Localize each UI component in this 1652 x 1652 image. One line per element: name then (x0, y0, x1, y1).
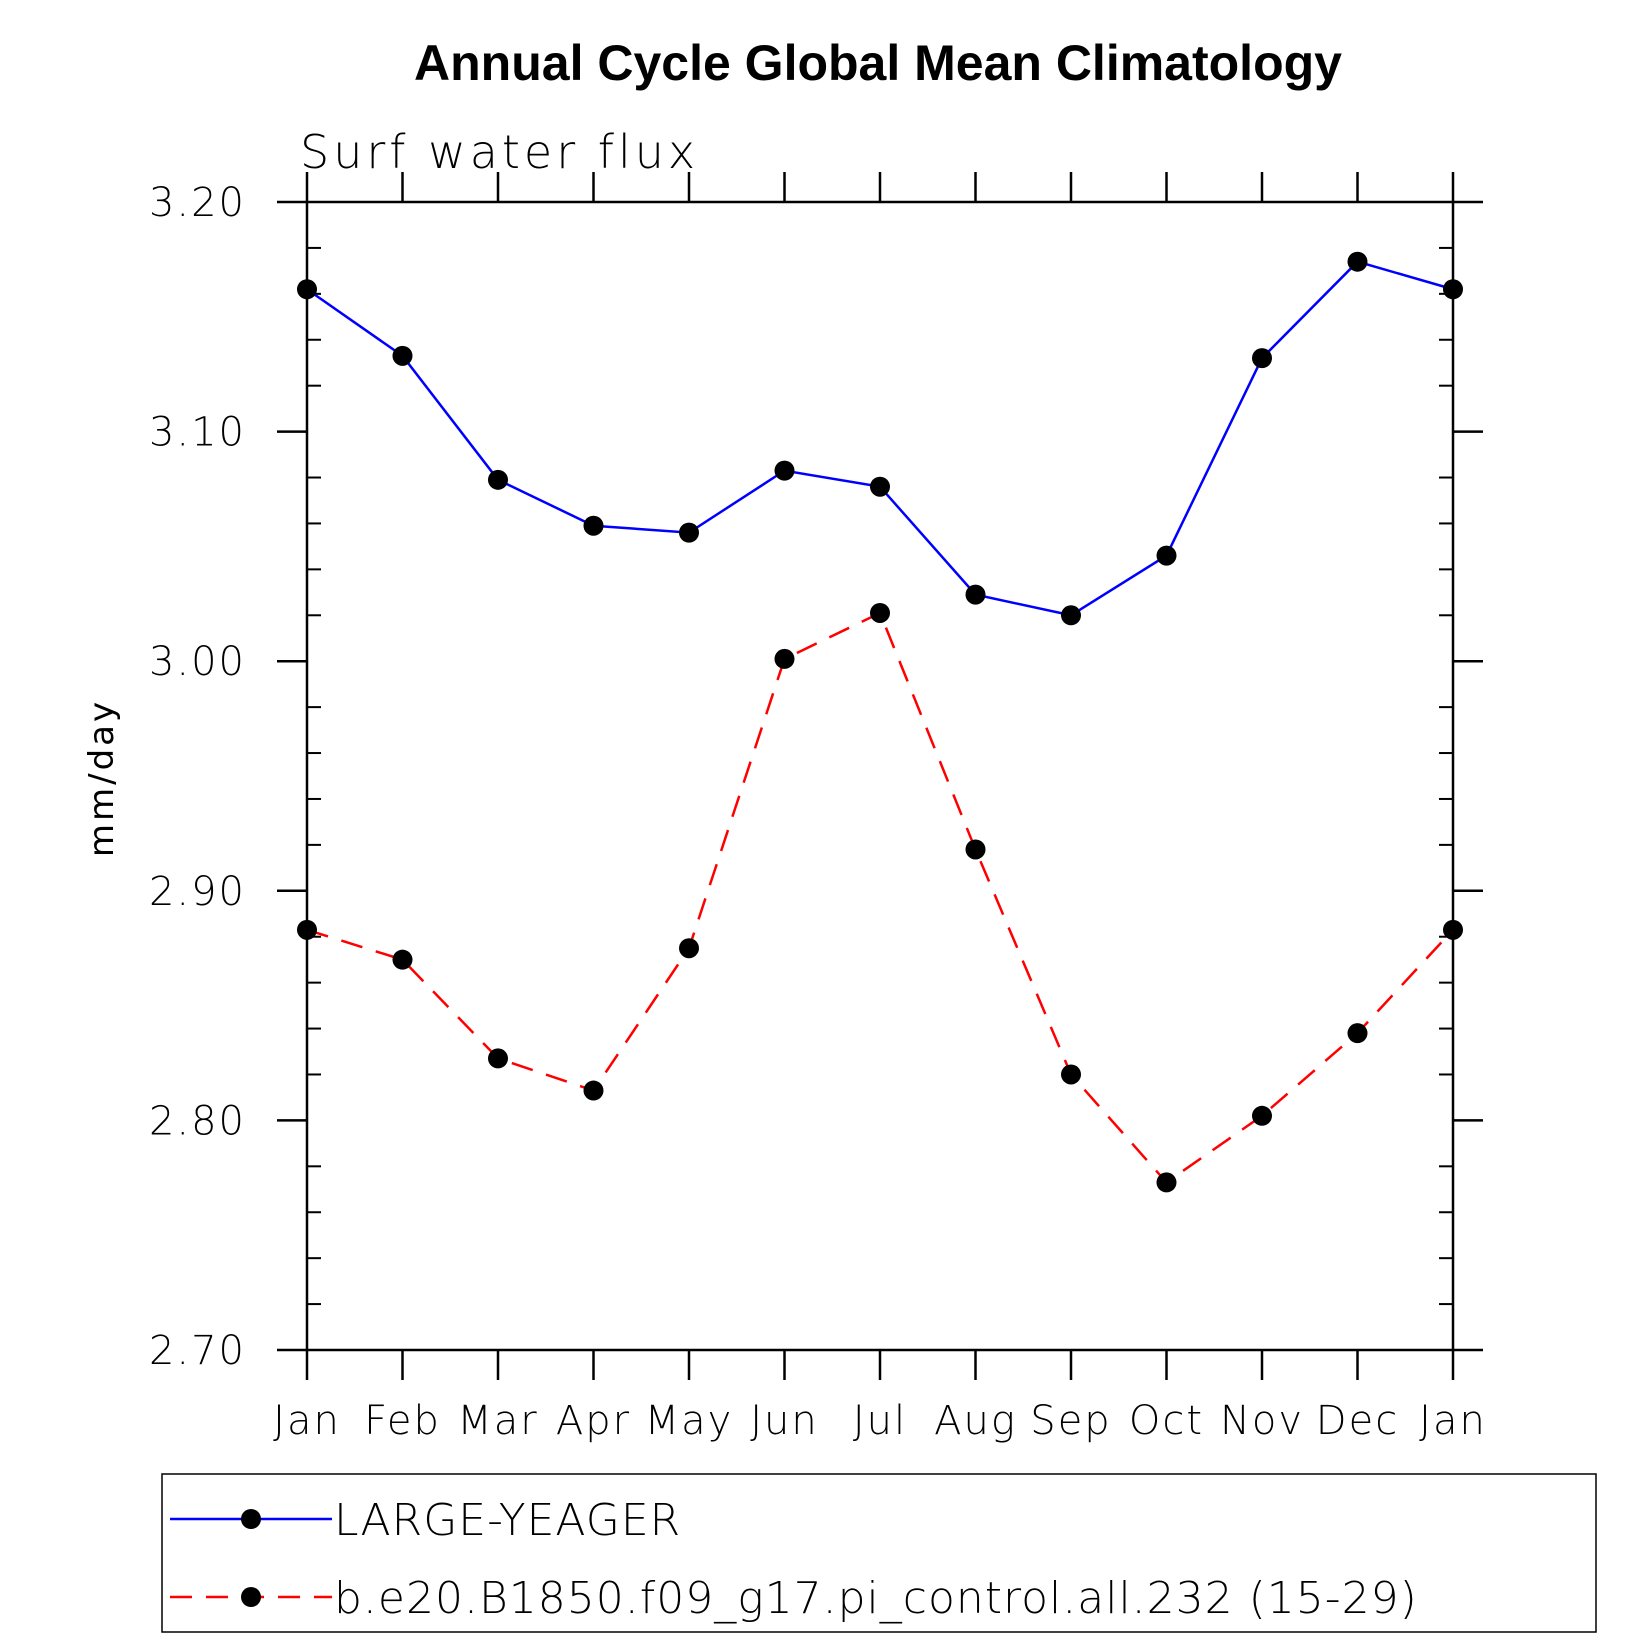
y-tick-label: 2.70 (149, 1328, 246, 1374)
series-0-point (870, 476, 890, 497)
series-1-point (1443, 919, 1463, 940)
series-0-point (679, 522, 699, 543)
series-1-point (1156, 1172, 1177, 1193)
series-1-point (1252, 1105, 1272, 1126)
series-0-point (392, 345, 413, 366)
x-tick-label: Aug (934, 1398, 1017, 1444)
x-tick-label: Jan (273, 1398, 341, 1444)
x-tick-label: Dec (1316, 1398, 1399, 1444)
legend-label-0: LARGE-YEAGER (334, 1495, 681, 1546)
legend-label-1: b.e20.B1850.f09_g17.pi_control.all.232 (… (334, 1573, 1418, 1624)
series-0-point (583, 515, 604, 536)
axes-frame: 2.70 2.80 2.90 3.00 3.10 3.20 Jan Feb Mar Apr May J… (149, 172, 1487, 1444)
series-1-point (488, 1048, 508, 1069)
series-1-point (392, 949, 413, 970)
chart-subtitle: Surf water flux (300, 125, 699, 179)
x-tick-label: Sep (1030, 1398, 1111, 1444)
x-tick-label: Jun (750, 1398, 819, 1444)
series-0-point (297, 279, 317, 300)
series-0-point (488, 469, 508, 490)
x-tick-label: Feb (364, 1398, 441, 1444)
series-0-point (1347, 251, 1368, 272)
series-1-point (679, 938, 699, 959)
legend-box (161, 1473, 1597, 1633)
series-1-point (774, 648, 795, 669)
series-1-point (1347, 1023, 1368, 1044)
series-1-point (583, 1080, 604, 1101)
chart-title: Annual Cycle Global Mean Climatology (414, 35, 1342, 91)
legend-marker-1 (241, 1587, 261, 1607)
legend-marker-0 (241, 1509, 261, 1529)
series-1-point (870, 602, 890, 623)
y-tick-label: 2.90 (149, 869, 246, 915)
y-tick-label: 2.80 (149, 1098, 246, 1144)
series-0-point (1252, 348, 1272, 369)
x-tick-label: Jul (853, 1398, 907, 1444)
x-tick-label: Jan (1419, 1398, 1487, 1444)
x-tick-label: Mar (457, 1398, 538, 1444)
x-tick-label: May (645, 1398, 734, 1444)
y-tick-label: 3.00 (149, 639, 246, 685)
x-tick-label: Oct (1129, 1398, 1204, 1444)
series-line-1 (306, 611, 1454, 1185)
series-0-point (1061, 605, 1081, 626)
series-1-point (297, 919, 317, 940)
x-tick-label: Nov (1220, 1398, 1304, 1444)
y-axis-label: mm/day (82, 699, 122, 857)
series-1-point (965, 839, 986, 860)
y-tick-label: 3.10 (149, 410, 246, 456)
y-tick-label: 3.20 (149, 180, 246, 226)
legend: LARGE-YEAGER b.e20.B1850.f09_g17.pi_contr… (161, 1473, 1597, 1633)
x-tick-label: Apr (556, 1398, 631, 1444)
series-0-point (1156, 545, 1177, 566)
series-layer (297, 251, 1463, 1193)
series-0-point (1443, 279, 1463, 300)
series-1-point (1061, 1064, 1081, 1085)
series-0-point (965, 584, 986, 605)
series-line-0 (306, 260, 1454, 617)
plot-frame (305, 200, 1455, 1352)
series-0-point (774, 460, 795, 481)
